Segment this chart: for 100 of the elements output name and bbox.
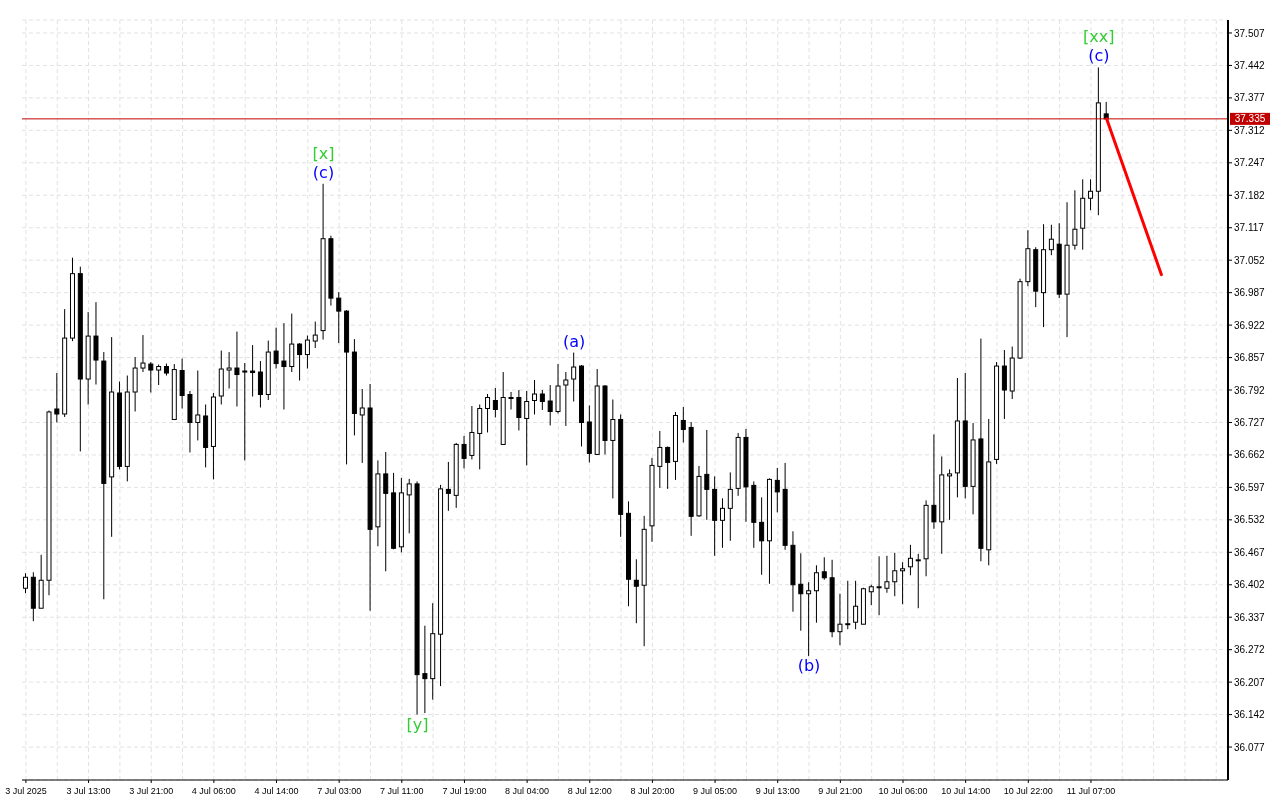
x-tick-label: 10 Jul 06:00: [878, 786, 928, 796]
candlestick: [915, 553, 921, 609]
x-tick-label: 7 Jul 19:00: [442, 786, 487, 796]
candlestick: [461, 435, 467, 469]
candlestick: [250, 344, 256, 397]
ref-line-label: 37.335: [1234, 113, 1266, 125]
y-tick-label: 36.077: [1234, 741, 1266, 753]
candlestick: [508, 391, 514, 410]
candlestick: [23, 572, 28, 594]
y-tick-label: 37.052: [1234, 254, 1266, 266]
candlestick: [148, 361, 154, 394]
annotation: [xx]: [1083, 27, 1115, 47]
candlestick: [516, 389, 522, 431]
y-tick-label: 36.532: [1234, 514, 1266, 526]
candlestick: [93, 301, 99, 386]
candlestick: [563, 371, 569, 427]
y-tick-label: 37.442: [1234, 59, 1266, 71]
x-tick-label: 9 Jul 21:00: [818, 786, 863, 796]
y-tick-label: 36.337: [1234, 611, 1266, 623]
y-tick-label: 37.182: [1234, 189, 1266, 201]
candlestick: [492, 387, 498, 418]
candlestick: [657, 430, 663, 489]
y-tick-label: 36.662: [1234, 449, 1266, 461]
candlestick: [727, 471, 733, 542]
candlestick: [853, 580, 859, 630]
candlestick: [774, 467, 780, 513]
candlestick: [297, 342, 303, 382]
candlestick: [884, 555, 890, 594]
y-tick-label: 37.117: [1234, 222, 1265, 234]
y-tick-label: 37.377: [1234, 92, 1266, 104]
candlestick: [524, 390, 530, 466]
y-tick-label: 37.507: [1234, 27, 1266, 39]
y-tick-label: 36.792: [1234, 384, 1266, 396]
annotation: (a): [562, 331, 586, 351]
candlestick: [907, 544, 913, 576]
candlestick: [289, 313, 295, 373]
candlestick: [1001, 349, 1007, 420]
candlestick: [445, 461, 451, 512]
x-tick-label: 4 Jul 06:00: [191, 786, 236, 796]
candlestick: [680, 406, 686, 443]
y-tick-label: 36.857: [1234, 352, 1266, 364]
y-tick-label: 36.272: [1234, 644, 1266, 656]
candlestick: [422, 625, 428, 714]
y-tick-label: 36.207: [1234, 676, 1266, 688]
x-tick-label: 9 Jul 13:00: [755, 786, 800, 796]
candlestick: [665, 445, 671, 490]
annotation: (c): [312, 162, 335, 182]
candlestick: [759, 496, 765, 576]
x-tick-label: 3 Jul 21:00: [129, 786, 174, 796]
candlestick: [226, 351, 232, 390]
candlestick: [837, 593, 843, 646]
candlestick: [359, 388, 365, 464]
y-tick-label: 36.922: [1234, 319, 1266, 331]
y-tick-label: 36.597: [1234, 481, 1266, 493]
x-tick-label: 8 Jul 12:00: [567, 786, 612, 796]
candlestick: [1048, 224, 1054, 256]
candlestick: [242, 362, 248, 461]
x-tick-label: 8 Jul 04:00: [505, 786, 550, 796]
x-tick-label: 9 Jul 05:00: [693, 786, 738, 796]
candlestick: [532, 379, 538, 415]
candlestick: [821, 556, 827, 581]
y-tick-label: 36.142: [1234, 709, 1266, 721]
candlestick: [336, 291, 342, 344]
x-tick-label: 7 Jul 03:00: [317, 786, 362, 796]
candlestick: [406, 478, 412, 534]
x-tick-label: 10 Jul 14:00: [941, 786, 991, 796]
candlestick: [312, 321, 318, 349]
candlestick: [539, 389, 545, 411]
candlestick: [719, 497, 725, 549]
y-tick-label: 36.987: [1234, 287, 1266, 299]
annotation: (c): [1088, 46, 1110, 66]
x-tick-label: 8 Jul 20:00: [630, 786, 675, 796]
x-tick-label: 3 Jul 2025: [5, 786, 47, 796]
candlestick: [547, 384, 553, 426]
x-tick-label: 10 Jul 22:00: [1003, 786, 1053, 796]
candlestick: [156, 364, 162, 386]
candlestick: [1088, 178, 1094, 211]
candlestick: [273, 327, 279, 370]
candlestick: [132, 356, 138, 412]
candlestick: [195, 370, 201, 441]
candlestick: [813, 564, 819, 624]
annotation: [y]: [406, 714, 429, 734]
x-tick-label: 4 Jul 14:00: [254, 786, 299, 796]
y-tick-label: 36.727: [1234, 417, 1266, 429]
annotation: [x]: [312, 143, 335, 163]
candlestick: [892, 552, 898, 597]
y-tick-label: 36.467: [1234, 546, 1266, 558]
candlestick: [900, 561, 906, 605]
candlestick: [1072, 189, 1078, 251]
candlestick: [633, 558, 639, 624]
y-tick-label: 37.247: [1234, 157, 1266, 169]
x-tick-label: 7 Jul 11:00: [380, 786, 424, 796]
candlestick: [931, 433, 937, 530]
candlestick: [140, 334, 146, 373]
candlestick: [304, 335, 310, 370]
candlestick: [868, 584, 874, 606]
y-tick-label: 36.402: [1234, 579, 1266, 591]
candlestick: [704, 429, 710, 521]
candlestick: [610, 399, 616, 499]
y-tick-label: 37.312: [1234, 124, 1266, 136]
